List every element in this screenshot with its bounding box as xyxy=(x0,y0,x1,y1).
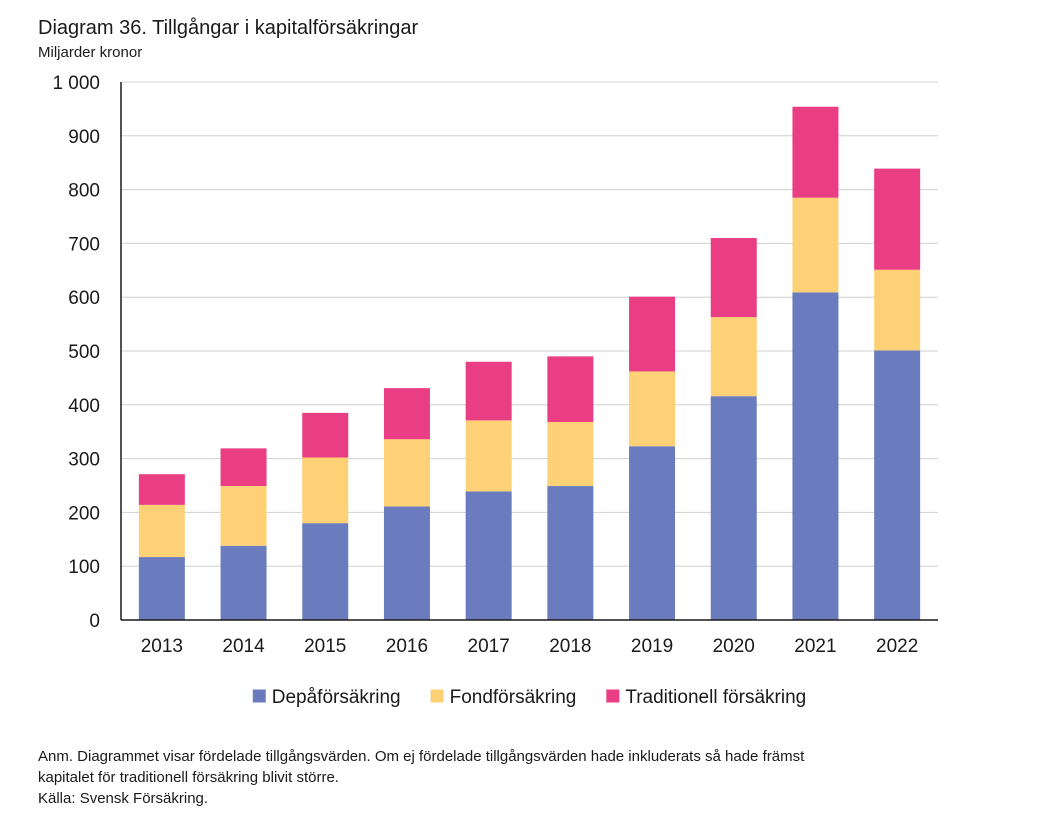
bar-fondf-rs-kring-2018 xyxy=(547,422,594,487)
legend-swatch-dep-f-rs-kring xyxy=(252,689,266,703)
bar-traditionell-f-rs-kring-2017 xyxy=(465,361,512,421)
x-tick-label: 2013 xyxy=(141,636,183,657)
bar-fondf-rs-kring-2017 xyxy=(465,420,512,492)
y-tick-label: 300 xyxy=(68,450,100,471)
y-tick-label: 500 xyxy=(68,342,100,363)
y-tick-label: 1 000 xyxy=(52,73,100,94)
x-tick-label: 2018 xyxy=(549,636,591,657)
bar-dep-f-rs-kring-2015 xyxy=(302,523,349,620)
x-tick-label: 2016 xyxy=(386,636,428,657)
stacked-bar-chart: 0 100 200 300 400 500 600 700 800 900 1 000 2013 201… xyxy=(52,73,938,708)
bar-dep-f-rs-kring-2019 xyxy=(629,446,676,620)
x-tick-label: 2015 xyxy=(304,636,346,657)
y-tick-label: 200 xyxy=(68,503,100,524)
bar-fondf-rs-kring-2016 xyxy=(383,439,430,507)
y-tick-label: 700 xyxy=(68,234,100,255)
bar-fondf-rs-kring-2021 xyxy=(792,197,839,293)
bar-fondf-rs-kring-2014 xyxy=(220,486,267,546)
legend-label-traditionell-f-rs-kring: Traditionell försäkring xyxy=(625,687,806,708)
legend-label-dep-f-rs-kring: Depåförsäkring xyxy=(272,687,401,708)
bar-traditionell-f-rs-kring-2021 xyxy=(792,106,839,198)
y-tick-label: 600 xyxy=(68,288,100,309)
y-tick-label: 0 xyxy=(89,611,100,632)
x-tick-label: 2021 xyxy=(794,636,836,657)
legend-swatch-traditionell-f-rs-kring xyxy=(606,689,620,703)
bar-fondf-rs-kring-2013 xyxy=(138,504,185,558)
chart-notes: Anm. Diagrammet visar fördelade tillgång… xyxy=(38,746,998,809)
bar-dep-f-rs-kring-2014 xyxy=(220,545,267,620)
chart-title: Diagram 36. Tillgångar i kapitalförsäkri… xyxy=(38,17,419,39)
source-line: Källa: Svensk Försäkring. xyxy=(38,790,209,807)
x-tick-label: 2017 xyxy=(468,636,510,657)
bar-dep-f-rs-kring-2016 xyxy=(383,506,430,620)
x-tick-label: 2020 xyxy=(713,636,755,657)
bar-fondf-rs-kring-2020 xyxy=(710,317,757,397)
bar-fondf-rs-kring-2022 xyxy=(874,269,921,351)
bar-dep-f-rs-kring-2017 xyxy=(465,491,512,620)
y-tick-label: 400 xyxy=(68,396,100,417)
bar-dep-f-rs-kring-2022 xyxy=(874,350,921,620)
x-tick-label: 2022 xyxy=(876,636,918,657)
bar-dep-f-rs-kring-2020 xyxy=(710,396,757,620)
bar-traditionell-f-rs-kring-2013 xyxy=(138,474,185,505)
bar-traditionell-f-rs-kring-2019 xyxy=(629,296,676,372)
bar-traditionell-f-rs-kring-2018 xyxy=(547,356,594,423)
bar-traditionell-f-rs-kring-2022 xyxy=(874,168,921,270)
bar-traditionell-f-rs-kring-2020 xyxy=(710,238,757,318)
bar-traditionell-f-rs-kring-2016 xyxy=(383,388,430,440)
bar-fondf-rs-kring-2019 xyxy=(629,371,676,447)
bar-dep-f-rs-kring-2021 xyxy=(792,292,839,620)
chart-unit-label: Miljarder kronor xyxy=(38,44,143,61)
y-tick-label: 900 xyxy=(68,127,100,148)
x-tick-label: 2014 xyxy=(222,636,265,657)
x-tick-label: 2019 xyxy=(631,636,673,657)
legend-swatch-fondf-rs-kring xyxy=(430,689,444,703)
legend-label-fondf-rs-kring: Fondförsäkring xyxy=(450,687,577,708)
bar-dep-f-rs-kring-2018 xyxy=(547,486,594,620)
note-line-1: Anm. Diagrammet visar fördelade tillgång… xyxy=(38,748,805,765)
y-tick-label: 800 xyxy=(68,181,100,202)
note-line-2: kapitalet för traditionell försäkring bl… xyxy=(38,769,339,786)
bar-traditionell-f-rs-kring-2014 xyxy=(220,448,267,487)
y-tick-label: 100 xyxy=(68,557,100,578)
bar-fondf-rs-kring-2015 xyxy=(302,457,349,524)
bar-dep-f-rs-kring-2013 xyxy=(138,557,185,620)
bar-traditionell-f-rs-kring-2015 xyxy=(302,412,349,458)
